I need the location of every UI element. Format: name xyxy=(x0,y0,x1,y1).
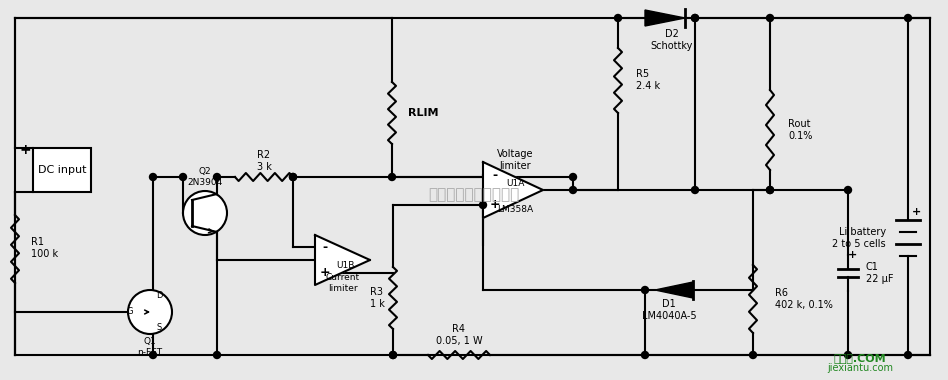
Text: Rout
0.1%: Rout 0.1% xyxy=(788,119,812,141)
Polygon shape xyxy=(655,282,693,298)
Circle shape xyxy=(642,287,648,293)
Circle shape xyxy=(691,187,699,193)
Circle shape xyxy=(179,174,187,180)
Text: +: + xyxy=(490,198,501,212)
Text: D1
LM4040A-5: D1 LM4040A-5 xyxy=(642,299,697,321)
Text: LM358A: LM358A xyxy=(497,206,533,214)
Text: +: + xyxy=(848,250,858,260)
Text: D: D xyxy=(155,291,162,301)
Text: D2
Schottky: D2 Schottky xyxy=(651,29,693,51)
Circle shape xyxy=(691,14,699,22)
Text: 杭州将睿科技有限公司: 杭州将睿科技有限公司 xyxy=(428,187,520,203)
Circle shape xyxy=(904,14,911,22)
Text: Voltage
limiter: Voltage limiter xyxy=(497,149,533,171)
Text: R3
1 k: R3 1 k xyxy=(370,287,385,309)
Text: +: + xyxy=(912,207,921,217)
Circle shape xyxy=(750,352,757,358)
Circle shape xyxy=(642,352,648,358)
Text: R4
0.05, 1 W: R4 0.05, 1 W xyxy=(436,324,483,346)
Text: -: - xyxy=(322,241,328,253)
Text: 接线图.COM: 接线图.COM xyxy=(833,353,886,363)
Circle shape xyxy=(150,352,156,358)
Text: R1
100 k: R1 100 k xyxy=(31,237,58,259)
Text: jiexiantu.com: jiexiantu.com xyxy=(827,363,893,373)
Circle shape xyxy=(183,191,227,235)
Circle shape xyxy=(570,187,576,193)
Circle shape xyxy=(389,174,395,180)
Polygon shape xyxy=(645,10,685,26)
Text: RLIM: RLIM xyxy=(408,108,439,118)
Text: Li battery
2 to 5 cells: Li battery 2 to 5 cells xyxy=(832,227,886,249)
Text: +: + xyxy=(319,266,330,280)
Polygon shape xyxy=(483,162,543,218)
Text: R6
402 k, 0.1%: R6 402 k, 0.1% xyxy=(775,288,833,310)
Circle shape xyxy=(213,174,221,180)
Circle shape xyxy=(904,352,911,358)
Bar xyxy=(33,148,91,192)
Text: U1A: U1A xyxy=(506,179,524,188)
Text: S: S xyxy=(156,323,161,332)
Text: R2
3 k: R2 3 k xyxy=(257,150,271,172)
Text: DC input: DC input xyxy=(38,165,86,175)
Circle shape xyxy=(570,174,576,180)
Text: Q1
n-FET: Q1 n-FET xyxy=(137,337,162,357)
Text: Current
limiter: Current limiter xyxy=(326,273,360,293)
Polygon shape xyxy=(315,235,370,285)
Circle shape xyxy=(289,174,297,180)
Text: U1B: U1B xyxy=(336,261,355,269)
Circle shape xyxy=(480,201,486,209)
Circle shape xyxy=(390,352,396,358)
Circle shape xyxy=(845,187,851,193)
Text: C1
22 μF: C1 22 μF xyxy=(866,262,894,284)
Circle shape xyxy=(150,174,156,180)
Circle shape xyxy=(213,352,221,358)
Text: R5
2.4 k: R5 2.4 k xyxy=(636,69,660,91)
Circle shape xyxy=(767,187,774,193)
Text: G: G xyxy=(127,307,134,317)
Circle shape xyxy=(767,187,774,193)
Text: Q2
2N3904: Q2 2N3904 xyxy=(188,167,223,187)
Circle shape xyxy=(691,14,699,22)
Circle shape xyxy=(289,174,297,180)
Circle shape xyxy=(128,290,172,334)
Text: -: - xyxy=(492,168,498,182)
Circle shape xyxy=(845,352,851,358)
Circle shape xyxy=(614,14,622,22)
Circle shape xyxy=(390,352,396,358)
Text: +: + xyxy=(19,143,31,157)
Circle shape xyxy=(767,14,774,22)
